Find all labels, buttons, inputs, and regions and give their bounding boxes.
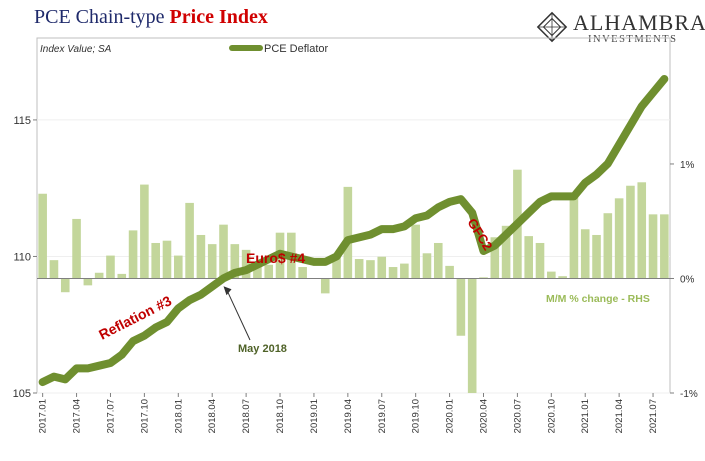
mm-change-bar [467, 278, 477, 393]
mm-change-bar [207, 244, 217, 279]
mm-change-bar [320, 278, 330, 294]
mm-change-bar [377, 256, 387, 279]
mm-change-bar [298, 267, 307, 279]
x-axis-tick-label: 2020.10 [546, 399, 557, 433]
x-axis-tick-label: 2020.01 [445, 399, 456, 433]
x-axis-tick-label: 2018.07 [241, 399, 252, 433]
mm-change-bar [558, 276, 567, 279]
left-axis-tick-label: 105 [13, 388, 31, 400]
logo-diamond-icon [536, 11, 568, 43]
mm-change-bar [648, 214, 658, 279]
mm-change-bar [162, 240, 172, 279]
x-axis-tick-label: 2017.07 [105, 399, 116, 433]
x-axis-tick-label: 2019.04 [343, 399, 354, 433]
mm-change-bar [72, 218, 81, 279]
x-axis-tick-label: 2019.01 [309, 399, 320, 433]
mm-change-bar [332, 255, 341, 279]
mm-change-bar [196, 234, 206, 279]
right-axis-tick-label: 0% [680, 274, 695, 285]
mm-change-bar [264, 264, 274, 279]
mm-change-bar [411, 224, 420, 279]
mm-change-bar [547, 271, 556, 279]
mm-change-bar [140, 184, 149, 279]
left-axis-label: Index Value; SA [40, 44, 112, 55]
mm-change-bar [128, 230, 138, 279]
x-axis-tick-label: 2018.01 [173, 399, 184, 433]
x-axis-tick-label: 2017.10 [139, 399, 150, 433]
mm-change-bar [592, 234, 601, 279]
x-axis-tick-label: 2020.07 [512, 399, 523, 433]
mm-change-bar [614, 198, 624, 279]
alhambra-logo: ALHAMBRA INVESTMENTS [535, 10, 705, 46]
mm-change-bar [106, 255, 115, 279]
x-axis-tick-label: 2018.10 [275, 399, 286, 433]
x-axis-tick-label: 2021.07 [648, 399, 659, 433]
chart-title: PCE Chain-type Price Index [34, 6, 268, 29]
mm-change-bar [83, 278, 93, 286]
logo-name: ALHAMBRA [573, 10, 705, 35]
mm-change-bar [479, 277, 488, 279]
mm-change-bar [422, 253, 432, 279]
mm-change-bar [94, 272, 104, 279]
mm-change-bar [343, 186, 353, 279]
mm-change-bar [241, 249, 251, 279]
annotation-arrow-line [226, 289, 251, 341]
legend-label: PCE Deflator [264, 43, 329, 55]
mm-change-bar [580, 229, 590, 279]
rhs-series-label: M/M % change - RHS [546, 293, 650, 305]
left-axis-tick-label: 110 [13, 251, 31, 263]
logo-subtitle: INVESTMENTS [588, 34, 678, 45]
x-axis-tick-label: 2017.04 [72, 399, 83, 433]
pce-deflator-line [38, 74, 669, 387]
mm-change-bar [388, 267, 398, 279]
mm-change-bar [366, 260, 375, 279]
mm-change-bar [38, 193, 47, 279]
x-axis-tick-label: 2019.07 [377, 399, 388, 433]
right-axis-tick-label: -1% [680, 389, 698, 400]
mm-change-bar [230, 244, 240, 279]
left-axis-tick-label: 115 [13, 115, 31, 127]
mm-change-bar [490, 237, 500, 279]
x-axis-tick-label: 2019.10 [411, 399, 422, 433]
mm-change-bar [456, 278, 466, 336]
mm-change-bar [603, 213, 613, 279]
mm-change-bar [117, 273, 127, 279]
annotation-may-2018: May 2018 [238, 343, 287, 355]
x-axis-tick-label: 2017.01 [38, 399, 49, 433]
mm-change-bar [626, 185, 635, 279]
x-axis-tick-label: 2021.04 [614, 399, 625, 433]
annotation-arrowhead [223, 286, 232, 296]
mm-change-bar [524, 236, 533, 279]
x-axis-tick-label: 2021.01 [580, 399, 591, 433]
chart-title-part2: Price Index [169, 6, 268, 28]
annotation-eurodollar-4: Euro$ #4 [246, 250, 305, 266]
mm-change-bar [445, 265, 454, 279]
mm-change-bar [185, 202, 194, 279]
mm-change-bar [60, 278, 70, 293]
right-axis-tick-label: 1% [680, 160, 695, 171]
mm-change-bar [354, 259, 364, 279]
mm-change-bar [660, 214, 669, 279]
mm-change-bar [253, 262, 262, 279]
mm-change-bar [151, 242, 160, 279]
mm-change-bar [637, 182, 647, 279]
x-axis-tick-label: 2018.04 [207, 399, 218, 433]
mm-change-bar [49, 260, 59, 279]
mm-change-bar [569, 194, 579, 279]
mm-change-bar [400, 263, 409, 279]
chart-title-part1: PCE Chain-type [34, 6, 170, 28]
mm-change-bar [535, 242, 545, 279]
mm-change-bar [219, 224, 228, 279]
x-axis-tick-label: 2020.04 [478, 399, 489, 433]
mm-change-bar [174, 255, 183, 279]
mm-change-bar [433, 242, 443, 279]
annotation-gfc2: GFC2 [464, 216, 495, 253]
annotation-reflation-3: Reflation #3 [96, 292, 174, 342]
mm-change-bar [501, 225, 511, 279]
